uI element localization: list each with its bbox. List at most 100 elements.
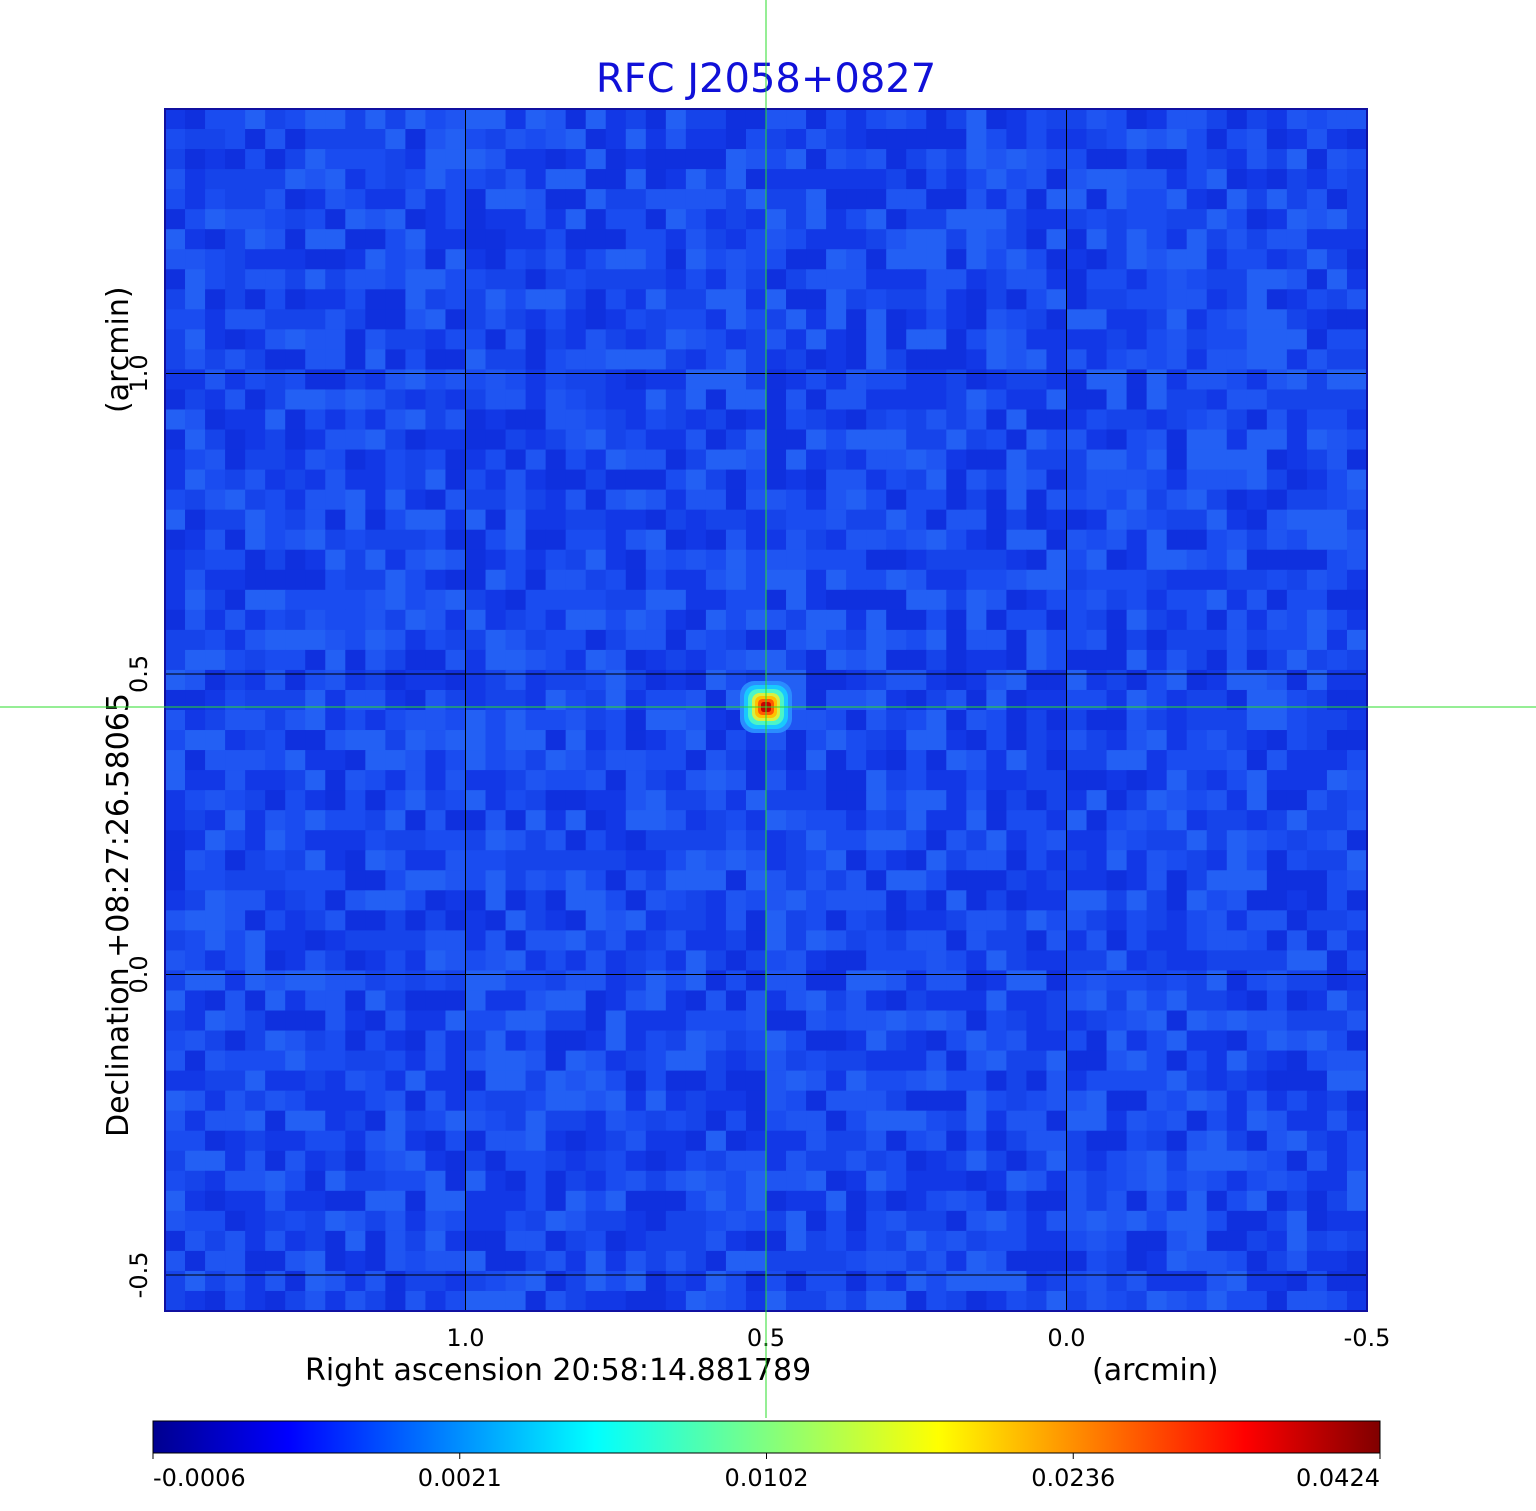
noise-cell: [505, 529, 527, 551]
noise-cell: [1306, 730, 1328, 751]
noise-cell: [665, 790, 687, 811]
noise-cell: [1006, 930, 1028, 951]
noise-cell: [665, 990, 687, 1012]
noise-cell: [305, 149, 326, 170]
noise-cell: [1166, 850, 1188, 871]
noise-cell: [1226, 1070, 1248, 1092]
noise-cell: [1286, 1170, 1308, 1192]
noise-cell: [265, 890, 286, 911]
noise-cell: [866, 389, 887, 411]
noise-cell: [485, 529, 507, 551]
noise-cell: [786, 1110, 807, 1132]
noise-cell: [1166, 1290, 1188, 1312]
noise-cell: [405, 990, 427, 1012]
noise-cell: [1026, 790, 1048, 811]
noise-cell: [846, 1030, 867, 1052]
noise-cell: [1166, 309, 1188, 330]
noise-cell: [1306, 830, 1328, 851]
noise-cell: [165, 870, 186, 891]
colorbar: [152, 1420, 1381, 1454]
noise-cell: [1126, 930, 1148, 951]
noise-cell: [585, 890, 607, 911]
noise-cell: [585, 689, 607, 711]
noise-cell: [1026, 1230, 1048, 1252]
noise-cell: [205, 309, 226, 330]
noise-cell: [685, 990, 707, 1012]
noise-cell: [485, 1230, 507, 1252]
noise-cell: [1046, 870, 1068, 891]
noise-cell: [906, 1030, 927, 1052]
noise-cell: [505, 850, 527, 871]
noise-cell: [1166, 1190, 1188, 1212]
noise-cell: [225, 870, 246, 891]
noise-cell: [665, 149, 687, 170]
noise-cell: [625, 730, 647, 751]
noise-cell: [685, 910, 707, 931]
noise-cell: [806, 1130, 827, 1152]
noise-cell: [926, 770, 947, 791]
noise-cell: [245, 1210, 266, 1232]
noise-cell: [265, 569, 286, 591]
noise-cell: [966, 1050, 987, 1072]
noise-cell: [565, 950, 587, 972]
noise-cell: [966, 730, 987, 751]
noise-cell: [425, 269, 447, 290]
noise-cell: [766, 109, 787, 130]
noise-cell: [1206, 1090, 1228, 1112]
noise-cell: [245, 269, 266, 290]
noise-cell: [185, 209, 206, 230]
noise-cell: [886, 529, 907, 551]
noise-cell: [345, 549, 366, 571]
noise-cell: [1066, 970, 1088, 992]
noise-cell: [826, 1190, 847, 1212]
noise-cell: [185, 189, 206, 210]
noise-cell: [866, 349, 887, 371]
noise-cell: [565, 169, 587, 190]
noise-cell: [365, 569, 386, 591]
noise-cell: [1346, 409, 1368, 431]
noise-cell: [385, 489, 406, 511]
noise-cell: [1006, 569, 1028, 591]
noise-cell: [205, 629, 226, 651]
noise-cell: [1146, 790, 1168, 811]
noise-cell: [866, 169, 887, 190]
noise-cell: [225, 1190, 246, 1212]
noise-cell: [725, 1270, 747, 1292]
noise-cell: [1146, 269, 1168, 290]
noise-cell: [766, 730, 787, 751]
noise-cell: [725, 569, 747, 591]
noise-cell: [1046, 309, 1068, 330]
noise-cell: [926, 249, 947, 270]
noise-cell: [705, 810, 727, 831]
noise-cell: [485, 1190, 507, 1212]
noise-cell: [1046, 890, 1068, 911]
noise-cell: [545, 810, 567, 831]
noise-cell: [625, 309, 647, 330]
noise-cell: [265, 750, 286, 771]
noise-cell: [1286, 549, 1308, 571]
noise-cell: [465, 730, 487, 751]
noise-cell: [1306, 569, 1328, 591]
noise-cell: [826, 589, 847, 611]
noise-cell: [165, 509, 186, 531]
noise-cell: [1066, 730, 1088, 751]
noise-cell: [1306, 1010, 1328, 1032]
noise-cell: [465, 329, 487, 350]
noise-cell: [165, 569, 186, 591]
noise-cell: [745, 349, 767, 371]
noise-cell: [1126, 710, 1148, 731]
noise-cell: [745, 810, 767, 831]
noise-cell: [1126, 910, 1148, 931]
noise-cell: [1206, 1050, 1228, 1072]
noise-cell: [1246, 1170, 1268, 1192]
noise-cell: [1286, 1110, 1308, 1132]
noise-cell: [1206, 890, 1228, 911]
noise-cell: [625, 870, 647, 891]
noise-cell: [345, 1210, 366, 1232]
noise-cell: [205, 589, 226, 611]
noise-cell: [525, 1210, 547, 1232]
noise-cell: [545, 309, 567, 330]
noise-cell: [1206, 549, 1228, 571]
noise-cell: [605, 289, 627, 310]
noise-cell: [265, 249, 286, 270]
